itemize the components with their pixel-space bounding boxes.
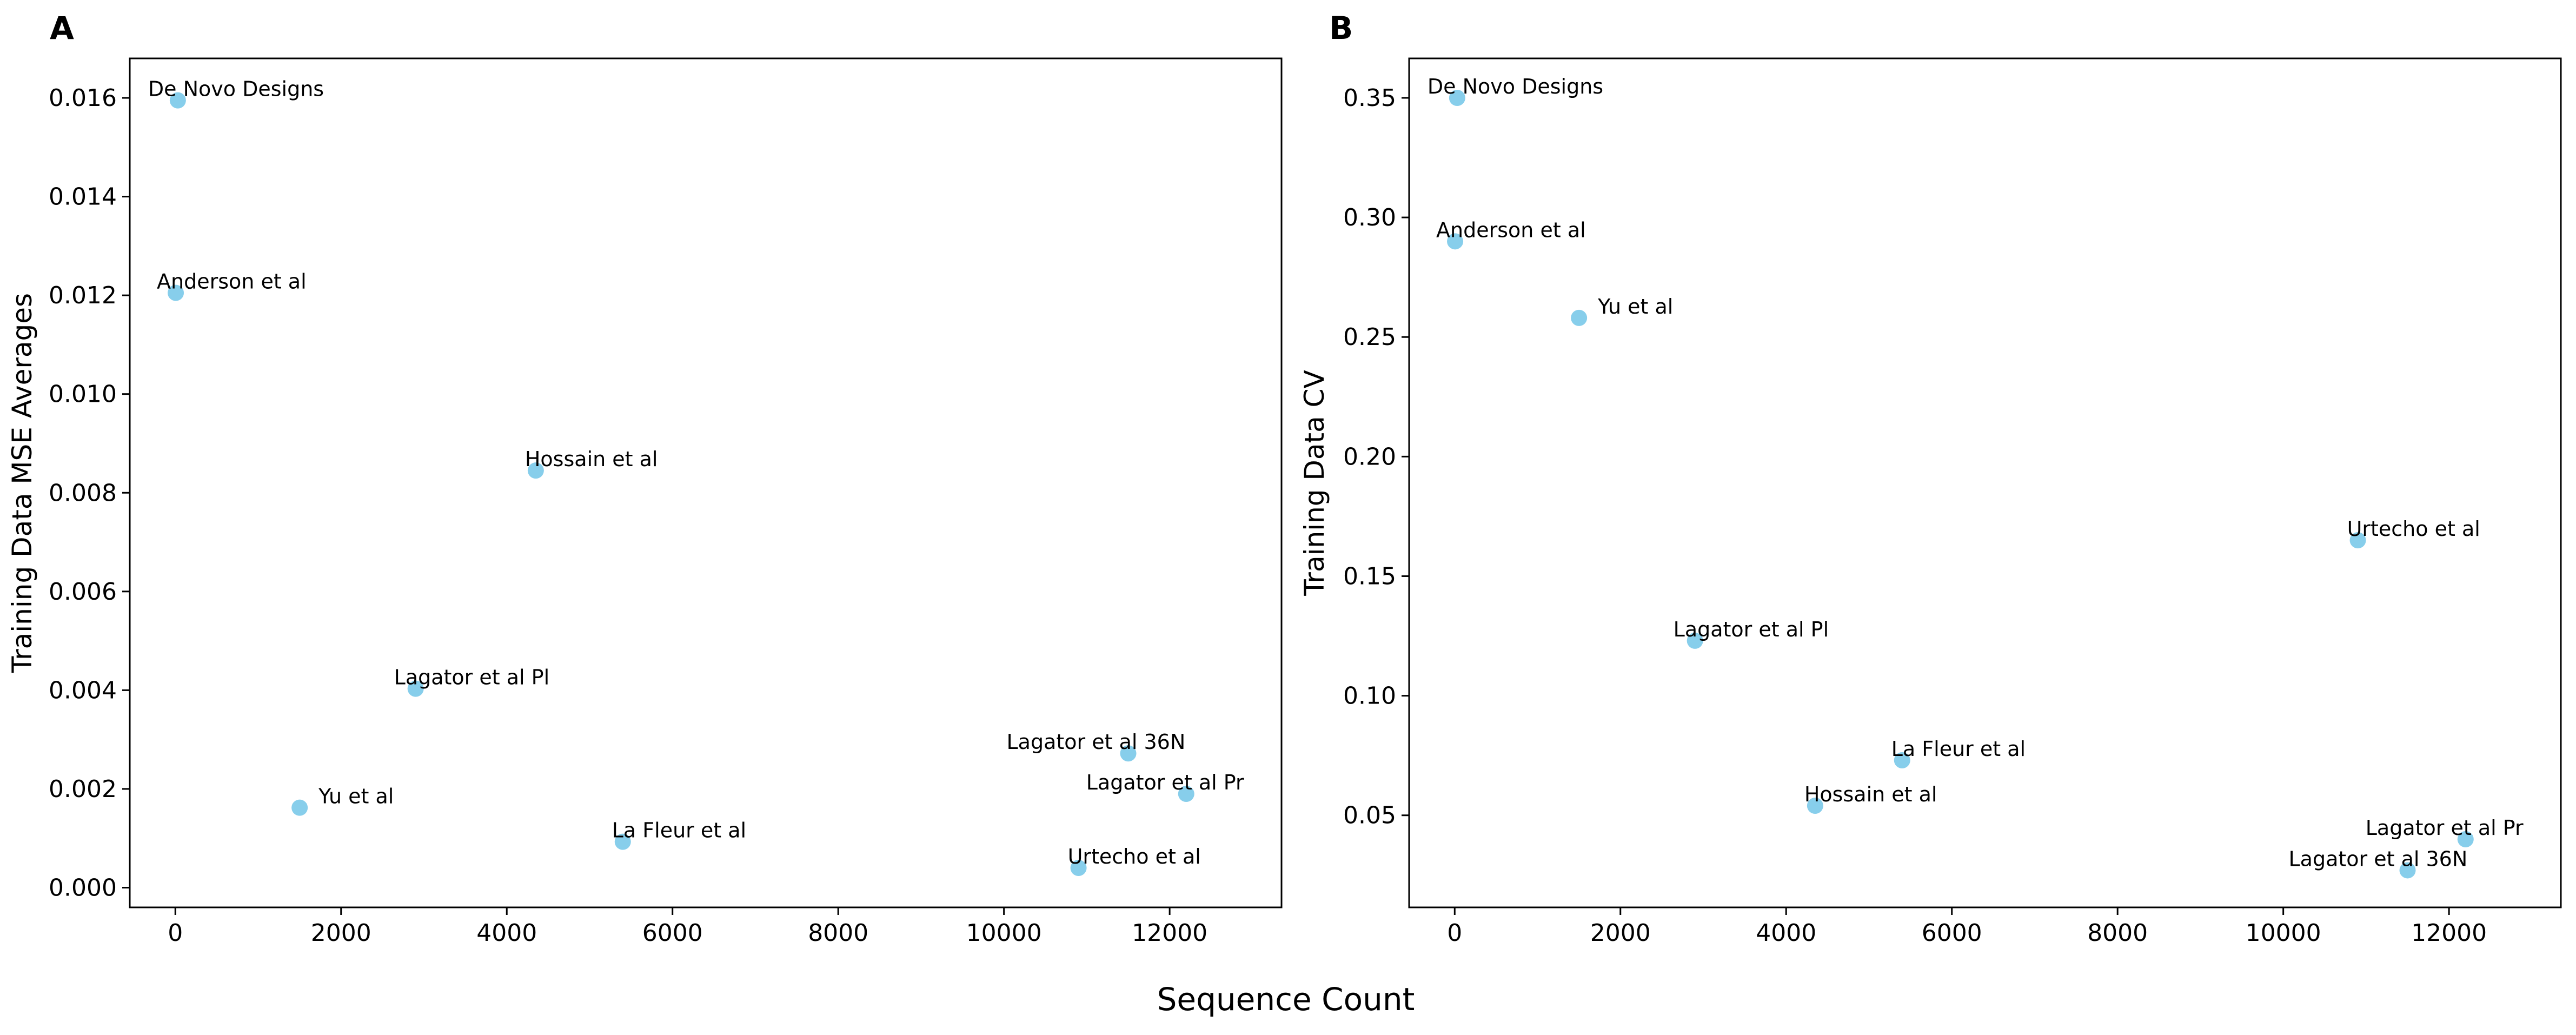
y-tick-label: 0.000 — [49, 874, 117, 901]
plot-frame — [129, 57, 1283, 908]
scatter-point — [1687, 632, 1703, 649]
point-label: De Novo Designs — [1428, 75, 1603, 98]
y-tick-label: 0.004 — [49, 676, 117, 704]
y-tick-label: 0.010 — [49, 381, 117, 408]
scatter-point — [1070, 859, 1087, 876]
scatter-point — [2349, 532, 2366, 549]
point-label: Lagator et al Pr — [2366, 816, 2524, 840]
scatter-point — [1447, 233, 1464, 250]
x-tick-label: 4000 — [476, 919, 537, 947]
y-tick-label: 0.012 — [49, 282, 117, 309]
point-label: Lagator et al Pl — [394, 666, 549, 689]
point-label: Hossain et al — [525, 447, 658, 471]
y-tick-label: 0.016 — [49, 84, 117, 112]
x-tick-label: 8000 — [2087, 919, 2148, 947]
x-tick-label: 10000 — [2246, 919, 2321, 947]
panel-b: B 0 2000 4000 6000 8000 10000 12000 0.05 0.10 0.15… — [1299, 10, 2562, 947]
point-label: Yu et al — [318, 785, 394, 808]
panel-letter: B — [1329, 10, 1353, 47]
point-label: Yu et al — [1597, 295, 1673, 319]
scatter-point — [291, 799, 308, 816]
scatter-point — [1894, 752, 1910, 769]
panel-a: A 0 2000 4000 6000 8000 10000 12000 0.000 0.002 0.… — [6, 10, 1283, 947]
point-label: Urtecho et al — [1068, 845, 1201, 868]
x-tick-label: 2000 — [311, 919, 371, 947]
y-tick-label: 0.15 — [1343, 562, 1396, 590]
y-tick-label: 0.20 — [1343, 443, 1396, 470]
y-tick-label: 0.10 — [1343, 682, 1396, 710]
x-tick-label: 0 — [168, 919, 183, 947]
scatter-point — [2399, 862, 2416, 879]
point-label: De Novo Designs — [148, 77, 324, 101]
y-axis-label: Training Data MSE Averages — [6, 293, 38, 673]
y-tick-label: 0.006 — [49, 578, 117, 606]
y-tick-label: 0.05 — [1343, 802, 1396, 830]
y-tick-label: 0.25 — [1343, 323, 1396, 351]
x-tick-label: 8000 — [808, 919, 868, 947]
scatter-point — [168, 284, 184, 301]
y-axis-label: Training Data CV — [1299, 370, 1330, 596]
y-tick-label: 0.35 — [1343, 84, 1396, 112]
scatter-point — [1120, 745, 1137, 762]
plot-frame — [1408, 57, 2562, 908]
y-tick-label: 0.30 — [1343, 204, 1396, 231]
scatter-point — [1571, 309, 1588, 326]
x-tick-label: 0 — [1447, 919, 1462, 947]
scatter-point — [407, 680, 424, 697]
x-tick-label: 12000 — [2411, 919, 2487, 947]
y-tick-label: 0.014 — [49, 183, 117, 211]
point-label: Lagator et al Pl — [1674, 618, 1829, 641]
x-tick-label: 6000 — [1922, 919, 1982, 947]
scatter-point — [1178, 786, 1194, 802]
scatter-point — [527, 462, 544, 479]
y-tick-label: 0.008 — [49, 479, 117, 507]
point-label: Anderson et al — [157, 270, 307, 294]
point-label: Lagator et al 36N — [1007, 730, 1186, 754]
scatter-point — [169, 92, 186, 109]
point-label: Hossain et al — [1804, 782, 1937, 806]
point-label: Lagator et al Pr — [1086, 771, 1244, 794]
point-label: La Fleur et al — [1891, 737, 2026, 761]
x-tick-label: 6000 — [642, 919, 703, 947]
shared-x-axis-label: Sequence Count — [1157, 981, 1415, 1018]
scatter-point — [614, 833, 631, 850]
panel-letter: A — [50, 10, 74, 47]
x-tick-label: 4000 — [1756, 919, 1816, 947]
scatter-point — [2457, 831, 2474, 847]
point-label: Urtecho et al — [2347, 517, 2480, 541]
x-tick-label: 12000 — [1132, 919, 1207, 947]
point-label: Lagator et al 36N — [2289, 847, 2468, 871]
x-tick-label: 2000 — [1590, 919, 1651, 947]
y-tick-label: 0.002 — [49, 775, 117, 803]
scatter-point — [1807, 798, 1823, 814]
x-tick-label: 10000 — [966, 919, 1042, 947]
point-label: Anderson et al — [1436, 218, 1586, 242]
scatter-point — [1449, 89, 1465, 106]
point-label: La Fleur et al — [612, 819, 746, 842]
